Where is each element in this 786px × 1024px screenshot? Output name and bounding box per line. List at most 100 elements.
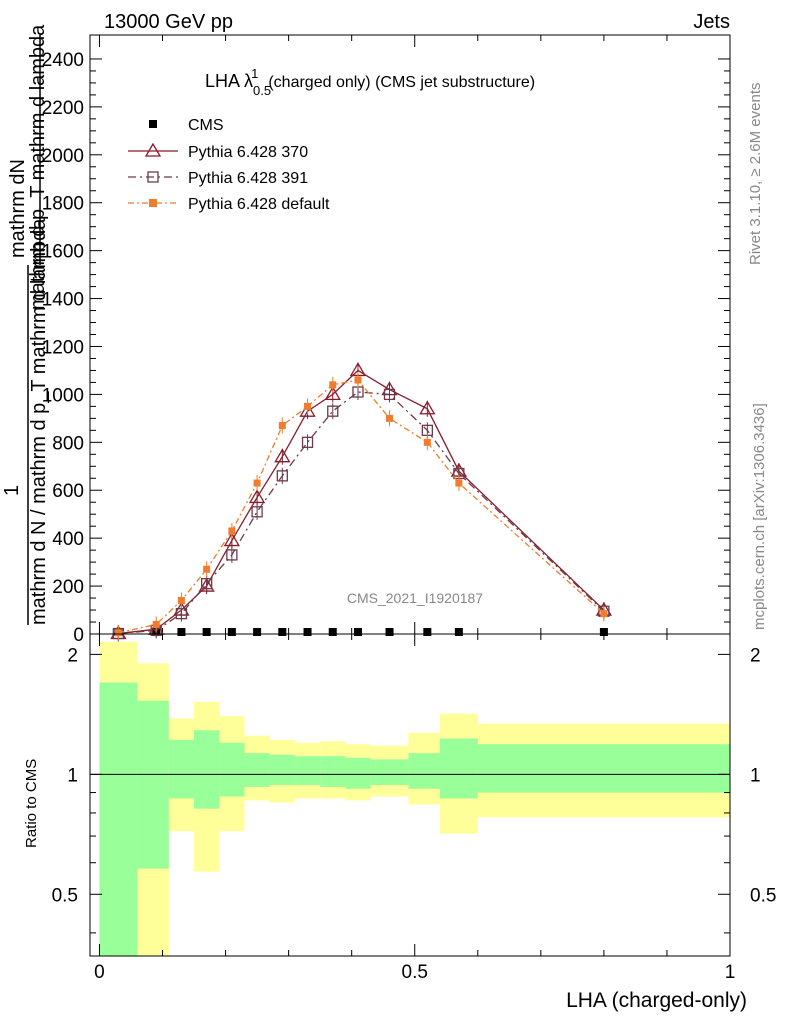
point-marker xyxy=(114,629,122,637)
x-tick-label: 0 xyxy=(94,962,105,983)
y-tick-label: 600 xyxy=(52,481,84,502)
point-marker xyxy=(201,578,213,590)
legend-marker xyxy=(149,199,157,207)
y-tick-label: 1800 xyxy=(42,194,84,215)
legend: CMS Pythia 6.428 370 Pythia 6.428 391 Pythi… xyxy=(128,117,330,213)
point-marker xyxy=(253,628,262,636)
legend-label: CMS xyxy=(188,117,224,134)
main-y-label: mathrm dN mathrm d p_T mathrm d lambda 1… xyxy=(1,24,50,625)
x-tick-label: 0.5 xyxy=(402,962,428,983)
ratio-band-bin xyxy=(294,756,321,786)
ratio-band-bin xyxy=(269,754,295,786)
ratio-band-bin xyxy=(168,739,195,799)
y-tick-label: 2400 xyxy=(42,50,84,71)
point-marker xyxy=(454,628,463,636)
ratio-band-bin xyxy=(345,757,371,789)
legend-label: Pythia 6.428 391 xyxy=(188,170,308,187)
point-marker xyxy=(177,628,186,636)
y-tick-label: 1000 xyxy=(42,385,84,406)
y-tick-label: 2000 xyxy=(42,146,84,167)
ratio-tick-label-right: 1 xyxy=(750,765,761,786)
title-main: LHA λ xyxy=(205,71,253,91)
y-tick-label: 400 xyxy=(52,529,84,550)
ratio-band-bin xyxy=(370,759,409,786)
point-marker xyxy=(599,628,608,636)
main-panel: 0 200 400 600 800 1000 1200 1400 1600 1800 2000 220… xyxy=(42,34,731,646)
y-label-denominator: mathrm d p_T mathrm d lambda xyxy=(27,24,49,310)
title-sub: 0.5 xyxy=(253,83,271,98)
legend-marker xyxy=(144,142,162,157)
point-marker xyxy=(228,527,236,535)
point-marker xyxy=(274,448,291,463)
ratio-tick-label-right: 0.5 xyxy=(750,885,776,906)
ratio-band-bin xyxy=(477,744,730,793)
point-marker xyxy=(303,628,312,636)
point-marker xyxy=(276,470,288,482)
y-tick-label: 200 xyxy=(52,577,84,598)
point-marker xyxy=(278,628,287,636)
y-label-numerator: mathrm dN xyxy=(7,159,29,258)
ratio-tick-label-right: 2 xyxy=(750,645,761,666)
mcplots-label: mcplots.cern.ch [arXiv:1306.3436] xyxy=(751,403,768,630)
point-marker xyxy=(202,628,211,636)
jets-label: Jets xyxy=(693,11,730,33)
point-marker xyxy=(278,422,286,430)
x-axis-label: LHA (charged-only) xyxy=(566,989,747,1012)
ratio-band-bin xyxy=(408,753,440,789)
main-frame xyxy=(89,34,731,635)
legend-label: Pythia 6.428 default xyxy=(188,196,330,213)
y-tick-label: 1600 xyxy=(42,242,84,263)
point-marker xyxy=(354,376,362,384)
point-marker xyxy=(223,532,241,547)
ratio-y-ticks: 0.5 0.5 1 1 2 2 xyxy=(52,645,776,934)
point-marker xyxy=(423,438,431,446)
energy-label: 13000 GeV pp xyxy=(104,11,233,33)
ratio-y-label: Ratio to CMS xyxy=(23,759,40,848)
title-sup: 1 xyxy=(251,66,258,81)
ratio-band-bin xyxy=(137,700,169,869)
main-title: LHA λ0.5 1 (charged only) (CMS jet substru… xyxy=(205,66,535,98)
point-marker xyxy=(226,549,238,561)
ratio-tick-label: 0.5 xyxy=(52,885,78,906)
point-marker xyxy=(386,414,394,422)
point-marker xyxy=(304,402,312,410)
point-marker xyxy=(328,628,337,636)
point-marker xyxy=(299,402,316,417)
main-y-ticks: 0 200 400 600 800 1000 1200 1400 1600 1800 2000 220… xyxy=(42,35,731,646)
ratio-tick-label: 1 xyxy=(67,765,78,786)
point-marker xyxy=(251,506,263,518)
ratio-band-bin xyxy=(194,730,220,809)
point-marker xyxy=(301,436,314,448)
legend-label: Pythia 6.428 370 xyxy=(188,144,308,161)
point-marker xyxy=(419,400,436,415)
point-marker xyxy=(383,388,396,401)
point-marker xyxy=(248,489,266,504)
point-marker xyxy=(600,610,608,618)
point-marker xyxy=(385,628,394,636)
point-marker xyxy=(327,405,339,417)
point-marker xyxy=(203,565,211,573)
ratio-band-bin xyxy=(439,738,478,799)
legend-marker xyxy=(149,120,157,128)
point-marker xyxy=(175,607,188,620)
ratio-band-bin xyxy=(99,682,138,956)
y-tick-label: 1200 xyxy=(42,337,84,358)
point-marker xyxy=(423,628,432,636)
y-tick-label: 0 xyxy=(73,625,84,646)
point-marker xyxy=(455,479,463,487)
ratio-panel: 0.5 0.5 1 1 2 2 0 0.5 1 Ratio to CMS LHA (charg… xyxy=(23,633,776,1012)
point-marker xyxy=(253,479,261,487)
y-label-overlay: mathrm d N / mathrm d p_T mathrm d lambd… xyxy=(28,218,50,625)
point-marker xyxy=(152,620,160,628)
y-tick-label: 1400 xyxy=(42,290,84,311)
rivet-label: Rivet 3.1.10, ≥ 2.6M events xyxy=(747,83,764,266)
ratio-band-bin xyxy=(219,742,245,797)
x-tick-label: 1 xyxy=(725,962,736,983)
series-line-1 xyxy=(118,369,605,635)
title-rest: (charged only) (CMS jet substructure) xyxy=(268,74,535,91)
y-label-scale: 1 xyxy=(1,485,23,496)
ratio-frame xyxy=(89,633,731,957)
legend-marker xyxy=(147,171,159,183)
y-tick-label: 800 xyxy=(52,433,84,454)
